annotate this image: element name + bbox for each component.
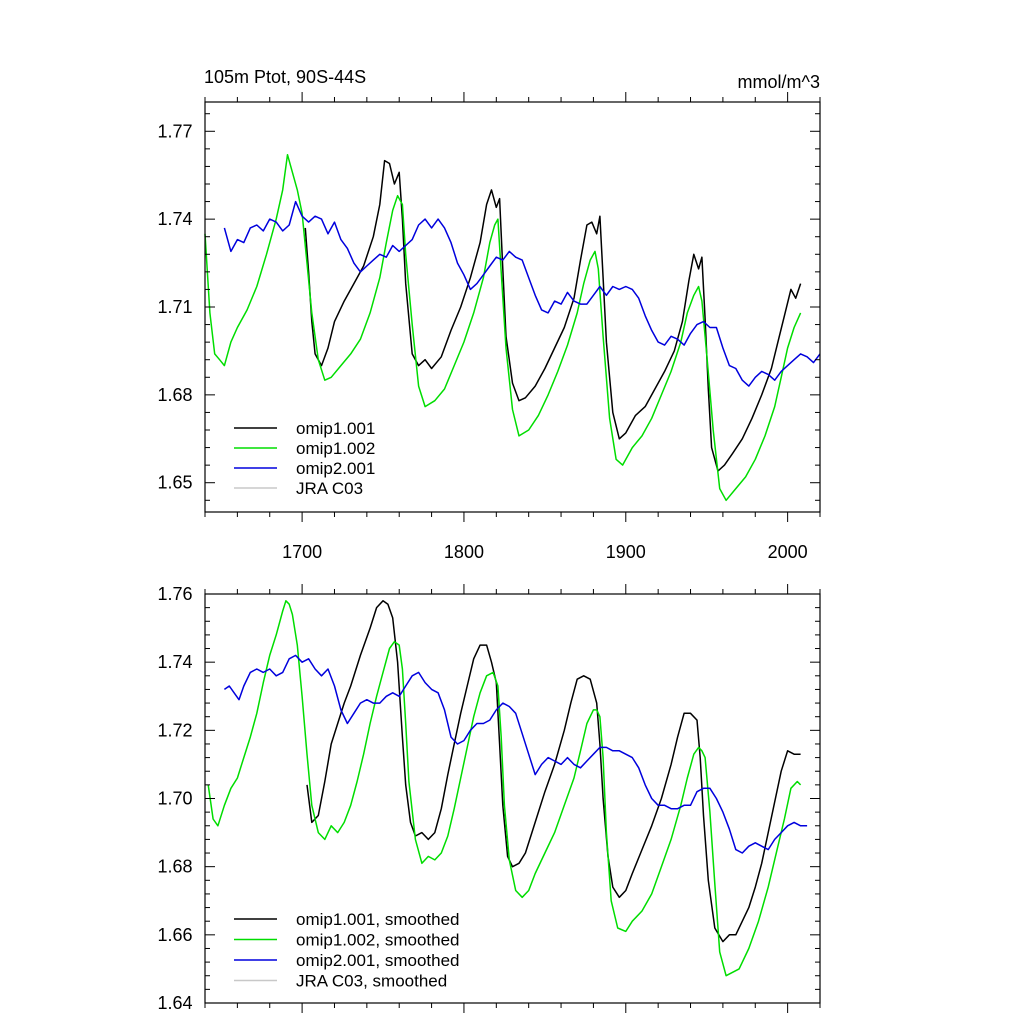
y-tick-label: 1.64 bbox=[157, 993, 192, 1013]
series-line-omip1-002 bbox=[204, 153, 802, 502]
units-label: mmol/m^3 bbox=[738, 72, 820, 92]
y-tick-label: 1.74 bbox=[157, 652, 192, 672]
legend-label: JRA C03 bbox=[296, 479, 363, 498]
x-tick-label: 1800 bbox=[444, 542, 484, 562]
legend-label: omip1.001 bbox=[296, 419, 375, 438]
x-tick-label: 2000 bbox=[768, 542, 808, 562]
bottom-panel: 1.64 1.66 1.68 1.70 1.72 1.74 1.76 omip1.001, s… bbox=[157, 584, 821, 1013]
legend-label: omip1.001, smoothed bbox=[296, 910, 460, 929]
y-tick-label: 1.70 bbox=[157, 789, 192, 809]
legend-label: omip2.001 bbox=[296, 459, 375, 478]
y-tick-label: 1.76 bbox=[157, 584, 192, 604]
chart-title: 105m Ptot, 90S-44S bbox=[204, 67, 366, 87]
legend-label: omip1.002 bbox=[296, 439, 375, 458]
x-tick-label: 1700 bbox=[282, 542, 322, 562]
legend-label: JRA C03, smoothed bbox=[296, 972, 447, 991]
legend-label: omip1.002, smoothed bbox=[296, 931, 460, 950]
y-tick-label: 1.74 bbox=[157, 209, 192, 229]
y-tick-label: 1.77 bbox=[157, 121, 192, 141]
x-tick-label: 1900 bbox=[606, 542, 646, 562]
series-line-omip2-001 bbox=[223, 200, 821, 387]
y-tick-label: 1.72 bbox=[157, 720, 192, 740]
top-panel: 105m Ptot, 90S-44S mmol/m^3 1700 1800 1900… bbox=[157, 67, 821, 562]
series-line-omip1-001-smoothed bbox=[306, 600, 801, 943]
y-tick-label: 1.68 bbox=[157, 857, 192, 877]
legend: omip1.001, smoothed omip1.002, smoothedom… bbox=[234, 910, 460, 991]
series-line-omip1-002-smoothed bbox=[207, 600, 802, 977]
y-tick-label: 1.65 bbox=[157, 473, 192, 493]
legend-label: omip2.001, smoothed bbox=[296, 951, 460, 970]
y-tick-label: 1.66 bbox=[157, 925, 192, 945]
y-tick-label: 1.68 bbox=[157, 385, 192, 405]
series-line-omip1-001 bbox=[304, 159, 802, 472]
series-line-omip2-001-smoothed bbox=[223, 654, 808, 854]
y-tick-label: 1.71 bbox=[157, 297, 192, 317]
